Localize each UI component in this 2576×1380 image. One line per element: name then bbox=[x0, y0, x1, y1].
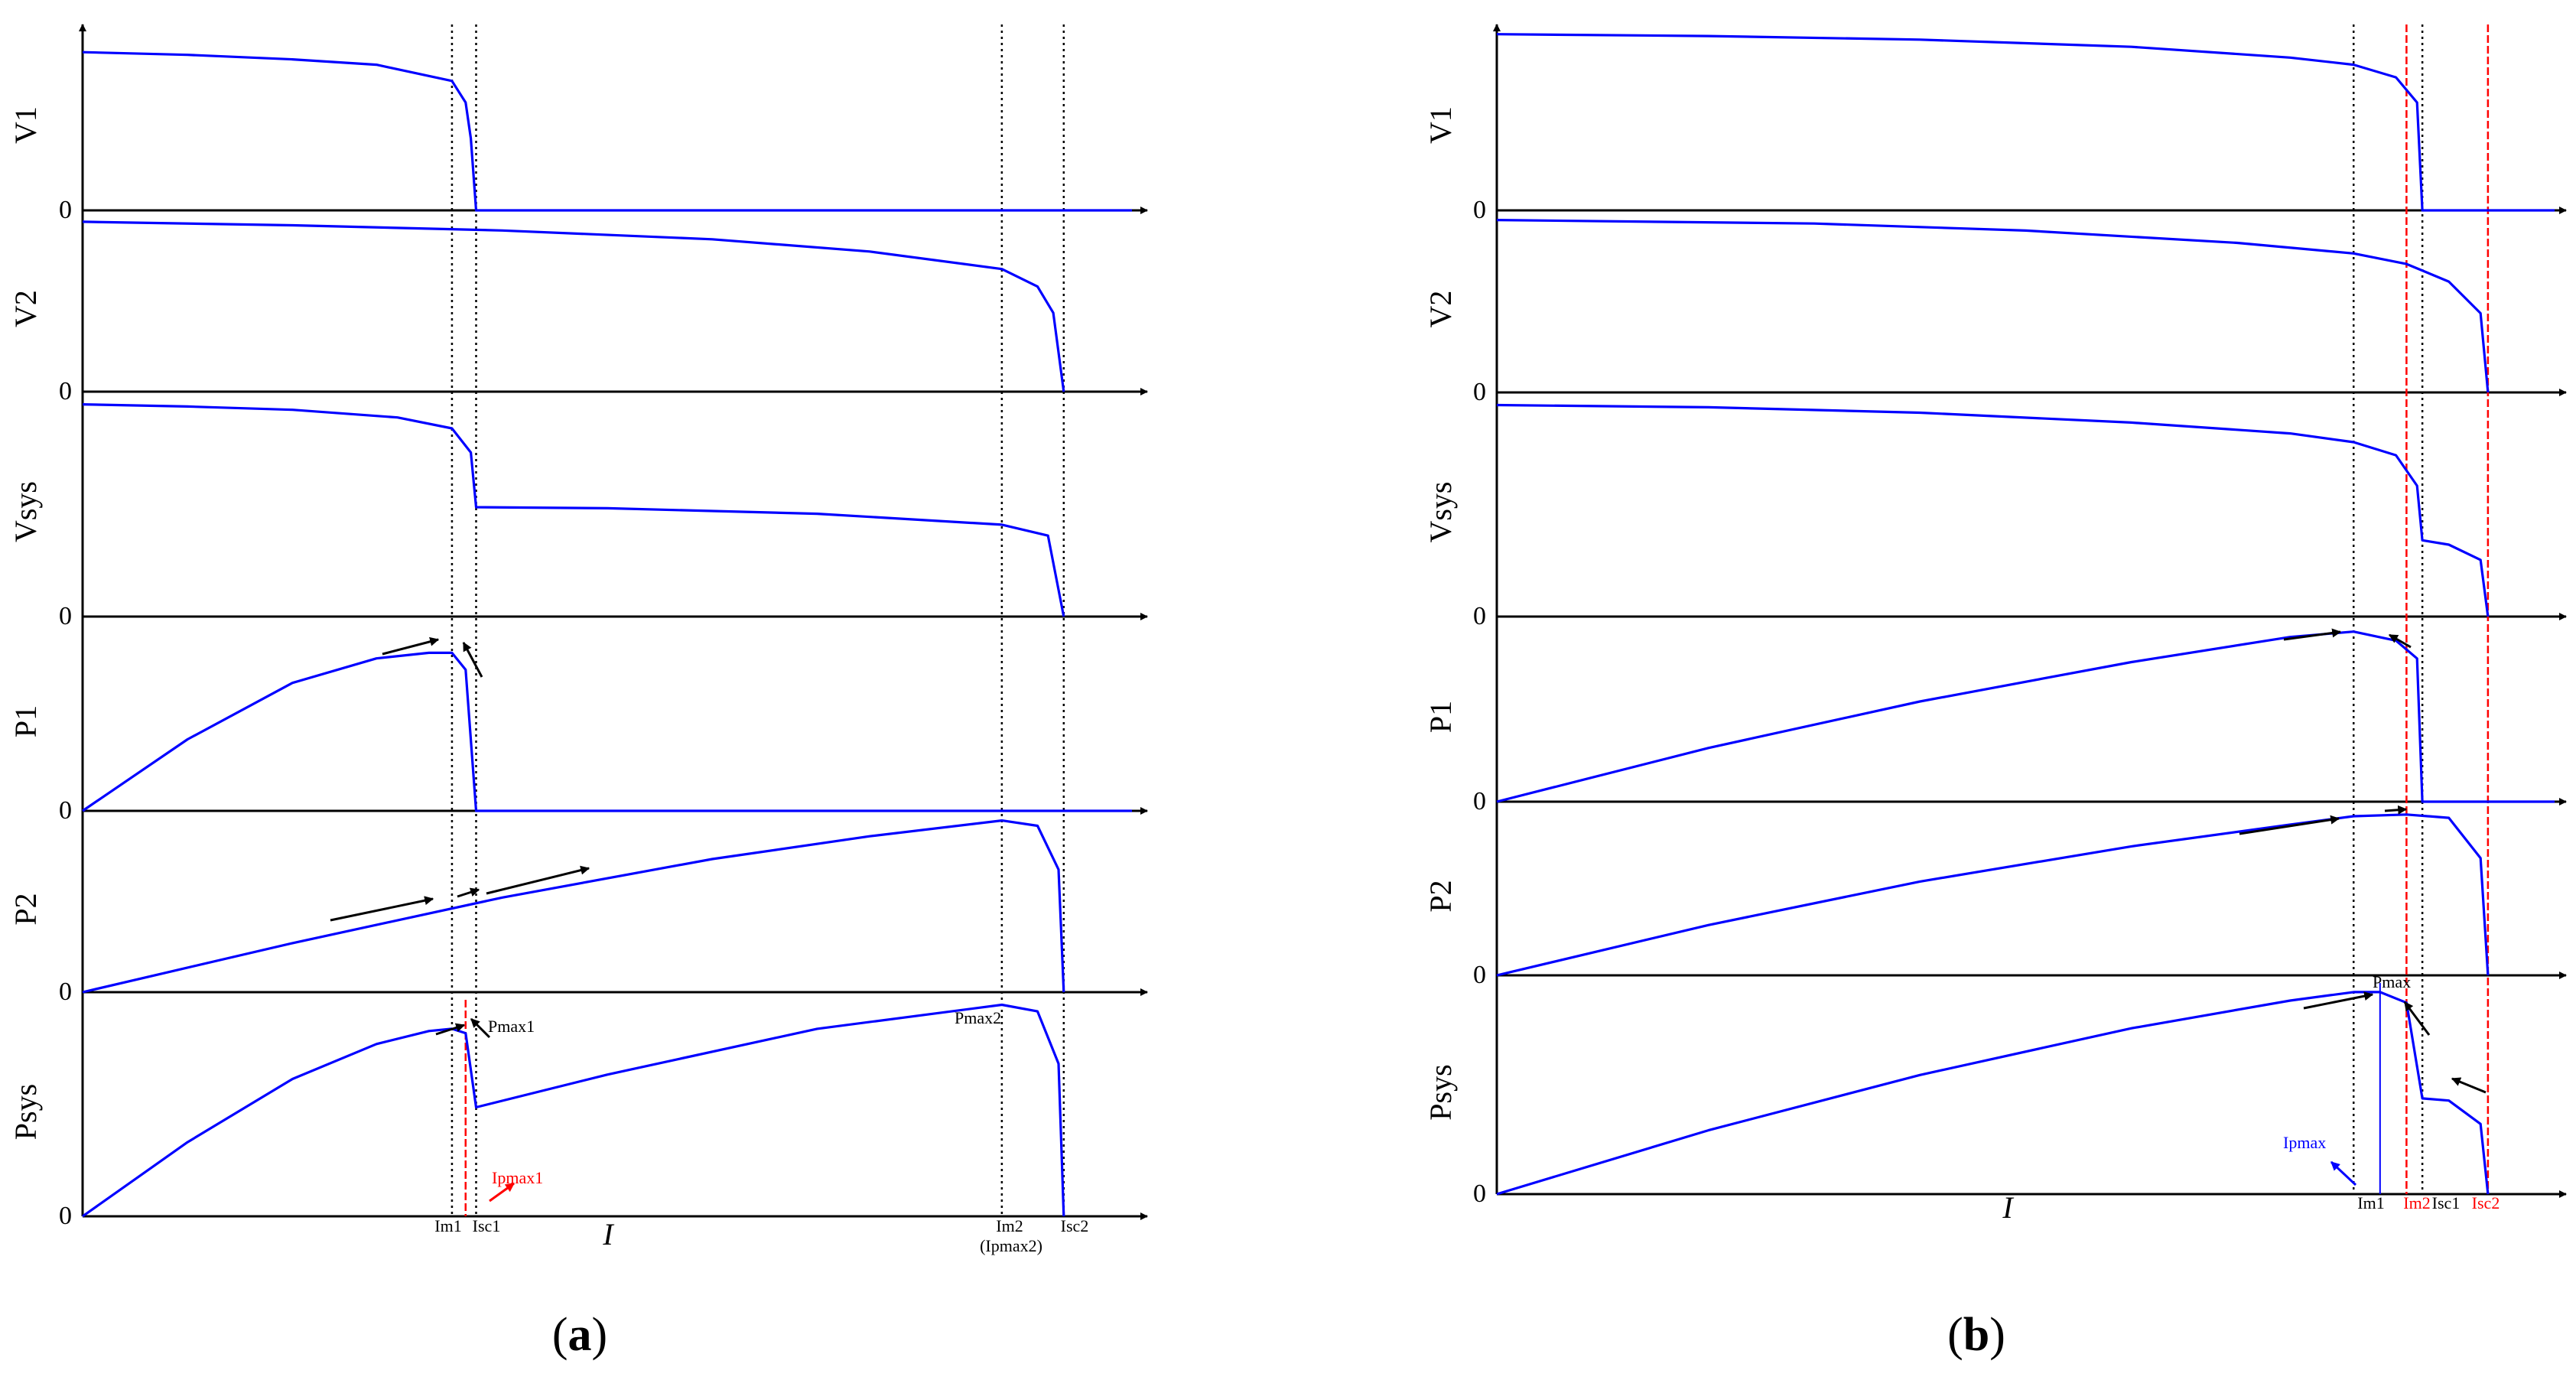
b-row-label-v2: V2 bbox=[1423, 291, 1458, 328]
b-curve-p1 bbox=[1496, 630, 2555, 803]
panel-b-curves bbox=[1496, 33, 2555, 1196]
panel-b-x-axis-name: I bbox=[2002, 1190, 2014, 1225]
b-curve-v2 bbox=[1496, 219, 2490, 393]
a-v1-zero-label: 0 bbox=[59, 196, 72, 224]
marker-im1: Im1 bbox=[434, 1216, 461, 1235]
panel-b: 0 V1 0 V2 0 Vsys 0 P1 0 P2 0 Psys Pmax Ipmax Im1 Im… bbox=[1423, 24, 2567, 1361]
b-marker-isc1: Isc1 bbox=[2432, 1193, 2461, 1212]
a-v2-zero-label: 0 bbox=[59, 377, 72, 405]
b-row-label-psys: Psys bbox=[1423, 1064, 1458, 1120]
ipmax-arrow bbox=[2330, 1160, 2357, 1186]
a-curve-p1 bbox=[82, 651, 1132, 812]
marker-isc1: Isc1 bbox=[473, 1216, 501, 1235]
panel-a-guides bbox=[450, 24, 1065, 1216]
panel-b-rows: 0 V1 0 V2 0 Vsys 0 P1 0 P2 0 Psys bbox=[1423, 106, 2567, 1208]
panel-a-annotation-arrows bbox=[330, 636, 590, 1203]
b-p2-arrow-long bbox=[2239, 815, 2340, 835]
panel-b-caption-letter: b bbox=[1963, 1309, 1989, 1361]
p2-arrow-2 bbox=[457, 887, 480, 898]
a-curve-v1 bbox=[82, 50, 1132, 212]
panel-a-curves bbox=[82, 50, 1132, 1218]
p2-arrow-3 bbox=[486, 865, 590, 895]
marker-im2: Im2 bbox=[996, 1216, 1023, 1235]
b-v2-zero-label: 0 bbox=[1473, 378, 1486, 406]
marker-isc2: Isc2 bbox=[1061, 1216, 1089, 1235]
ipmax-label: Ipmax bbox=[2283, 1133, 2326, 1152]
a-row-label-p1: P1 bbox=[8, 705, 43, 737]
panel-a-caption-close: ) bbox=[592, 1309, 608, 1361]
a-row-label-psys: Psys bbox=[8, 1084, 43, 1140]
panel-a-caption-letter: a bbox=[568, 1309, 592, 1361]
panel-a-x-axis-name: I bbox=[602, 1217, 614, 1251]
psys-arrow-right bbox=[470, 1017, 491, 1039]
b-row-label-v1: V1 bbox=[1423, 106, 1458, 144]
b-p1-arrow-right bbox=[2283, 628, 2342, 641]
panel-a-text: Pmax1 Pmax2 Ipmax1 Im1 Isc1 Im2 (Ipmax2)… bbox=[434, 1008, 1088, 1361]
a-curve-psys bbox=[82, 1003, 1065, 1218]
panel-a: 0 V1 0 V2 0 Vsys 0 P1 0 P2 0 Psys Pmax1 Pmax2 Ipmax… bbox=[8, 24, 1148, 1361]
p1-arrow-down-left bbox=[462, 641, 483, 678]
pmax1-label: Pmax1 bbox=[488, 1017, 535, 1036]
a-vsys-zero-label: 0 bbox=[59, 602, 72, 630]
b-curve-vsys bbox=[1496, 403, 2490, 617]
b-p2-arrow-short bbox=[2384, 805, 2408, 815]
panel-b-caption: (b) bbox=[1947, 1309, 2005, 1361]
a-row-label-v2: V2 bbox=[8, 290, 43, 327]
b-marker-im1: Im1 bbox=[2357, 1193, 2384, 1212]
b-vsys-zero-label: 0 bbox=[1473, 602, 1486, 630]
panel-b-text: Pmax Ipmax Im1 Im2 Isc1 Isc2 I (b) bbox=[1947, 972, 2500, 1361]
panel-a-caption-open: ( bbox=[552, 1309, 568, 1361]
b-v1-zero-label: 0 bbox=[1473, 196, 1486, 224]
b-p1-arrow-left bbox=[2388, 633, 2412, 649]
b-curve-p2 bbox=[1496, 813, 2490, 977]
a-p2-zero-label: 0 bbox=[59, 978, 72, 1006]
a-row-label-p2: P2 bbox=[8, 893, 43, 925]
p2-arrow-1 bbox=[330, 896, 434, 922]
pmax2-label: Pmax2 bbox=[955, 1008, 1001, 1027]
panel-a-rows: 0 V1 0 V2 0 Vsys 0 P1 0 P2 0 Psys bbox=[8, 106, 1148, 1230]
b-curve-psys bbox=[1496, 991, 2490, 1196]
b-marker-im2: Im2 bbox=[2403, 1193, 2430, 1212]
panel-b-annotation-arrows bbox=[2239, 628, 2487, 1186]
b-marker-isc2: Isc2 bbox=[2472, 1193, 2500, 1212]
panel-b-caption-close: ) bbox=[1989, 1309, 2005, 1361]
b-psys-arrow-long bbox=[2303, 991, 2374, 1010]
a-row-label-vsys: Vsys bbox=[8, 481, 43, 542]
b-psys-arrow-peak bbox=[2403, 1001, 2431, 1036]
a-p1-zero-label: 0 bbox=[59, 796, 72, 825]
ipmax1-arrow bbox=[489, 1182, 515, 1203]
b-row-label-vsys: Vsys bbox=[1423, 481, 1458, 542]
b-p1-zero-label: 0 bbox=[1473, 787, 1486, 815]
panel-b-caption-open: ( bbox=[1947, 1309, 1963, 1361]
psys-arrow-left bbox=[435, 1023, 466, 1036]
panel-a-caption: (a) bbox=[552, 1309, 607, 1361]
a-curve-vsys bbox=[82, 403, 1065, 617]
b-psys-zero-label: 0 bbox=[1473, 1180, 1486, 1208]
marker-ipmax2: (Ipmax2) bbox=[980, 1236, 1042, 1255]
a-row-label-v1: V1 bbox=[8, 106, 43, 144]
a-psys-zero-label: 0 bbox=[59, 1202, 72, 1230]
ipmax1-label: Ipmax1 bbox=[492, 1168, 543, 1187]
b-row-label-p1: P1 bbox=[1423, 701, 1458, 733]
pmax-label: Pmax bbox=[2373, 972, 2411, 991]
a-curve-v2 bbox=[82, 220, 1065, 392]
b-row-label-p2: P2 bbox=[1423, 880, 1458, 912]
b-curve-v1 bbox=[1496, 33, 2555, 212]
p1-arrow-up-left bbox=[382, 636, 440, 656]
a-curve-p2 bbox=[82, 819, 1065, 994]
b-psys-arrow-tail bbox=[2451, 1077, 2487, 1094]
b-p2-zero-label: 0 bbox=[1473, 961, 1486, 989]
